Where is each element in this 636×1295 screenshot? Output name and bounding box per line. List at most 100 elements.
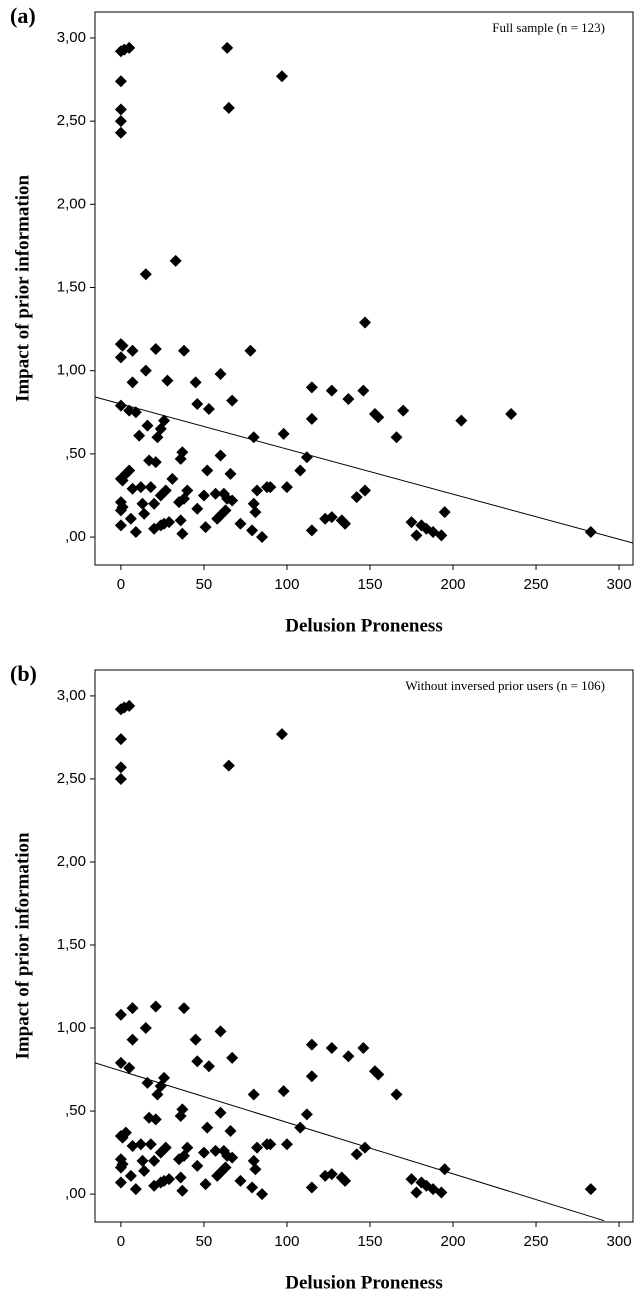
point <box>138 507 151 520</box>
x-tick-label: 100 <box>274 576 299 593</box>
point <box>244 344 257 357</box>
x-tick-label: 300 <box>607 1233 632 1250</box>
point <box>221 41 234 54</box>
point <box>247 497 260 510</box>
point <box>358 316 371 329</box>
point <box>174 514 187 527</box>
point <box>234 517 247 530</box>
point <box>154 1146 167 1159</box>
point <box>226 394 239 407</box>
point <box>438 1163 451 1176</box>
y-tick-label: 2,00 <box>57 853 86 870</box>
x-tick-label: 250 <box>524 1233 549 1250</box>
y-axis-label: Impact of prior information <box>12 832 33 1060</box>
point <box>189 1033 202 1046</box>
panel: (a) Full sample (n = 123) 0 50 100 150 200 250 3… <box>10 3 634 636</box>
point <box>191 502 204 515</box>
point <box>124 512 137 525</box>
point <box>199 521 212 534</box>
point <box>178 1149 191 1162</box>
point <box>339 517 352 530</box>
point <box>277 427 290 440</box>
point <box>251 1141 264 1154</box>
point <box>114 761 127 774</box>
point <box>201 464 214 477</box>
point <box>202 1060 215 1073</box>
y-tick-label: ,50 <box>65 445 86 462</box>
point <box>357 384 370 397</box>
point <box>139 1022 152 1035</box>
point <box>114 1176 127 1189</box>
point <box>294 464 307 477</box>
point <box>149 1113 162 1126</box>
point <box>123 699 136 712</box>
y-tick-label: 2,50 <box>57 112 86 129</box>
point <box>114 399 127 412</box>
point <box>342 1050 355 1063</box>
plot-frame <box>94 11 634 566</box>
point <box>325 1168 338 1181</box>
point <box>214 1106 227 1119</box>
point <box>264 481 277 494</box>
point <box>372 411 385 424</box>
point <box>201 1121 214 1134</box>
point <box>214 368 227 381</box>
point <box>148 497 161 510</box>
point <box>249 506 262 519</box>
point <box>116 1131 129 1144</box>
trend-line <box>95 396 633 544</box>
point <box>211 1169 224 1182</box>
point <box>350 1148 363 1161</box>
x-tick-label: 300 <box>607 576 632 593</box>
point <box>325 1041 338 1054</box>
point <box>114 504 127 517</box>
point <box>114 772 127 785</box>
point <box>219 504 232 517</box>
plot-area <box>95 41 633 544</box>
y-axis-label: Impact of prior information <box>12 175 33 403</box>
point <box>405 1173 418 1186</box>
point <box>123 1061 136 1074</box>
point <box>339 1174 352 1187</box>
point <box>249 1163 262 1176</box>
point <box>178 1002 191 1015</box>
point <box>505 407 518 420</box>
point <box>209 487 222 500</box>
point <box>149 343 162 356</box>
point <box>129 406 142 419</box>
point <box>256 1188 269 1201</box>
annotation: Without inversed prior users (n = 106) <box>405 678 605 693</box>
point <box>226 494 239 507</box>
point <box>247 1088 260 1101</box>
point <box>294 1121 307 1134</box>
x-tick-label: 0 <box>117 576 125 593</box>
point <box>277 1085 290 1098</box>
point <box>305 524 318 537</box>
point <box>189 376 202 389</box>
point <box>325 384 338 397</box>
point <box>410 529 423 542</box>
point <box>191 1055 204 1068</box>
point <box>455 414 468 427</box>
point <box>211 512 224 525</box>
point <box>134 1138 147 1151</box>
point <box>144 1138 157 1151</box>
point <box>300 1108 313 1121</box>
point <box>144 481 157 494</box>
panel: (b) Without inversed prior users (n = 106… <box>10 661 634 1293</box>
y-tick-label: 3,00 <box>57 29 86 46</box>
point <box>584 1183 597 1196</box>
point <box>116 339 129 352</box>
point <box>114 1161 127 1174</box>
x-axis-label: Delusion Proneness <box>285 615 442 636</box>
point <box>126 1139 139 1152</box>
point <box>214 1025 227 1038</box>
x-tick-label: 200 <box>440 576 465 593</box>
point <box>174 1110 187 1123</box>
point <box>305 1181 318 1194</box>
point <box>435 529 448 542</box>
point <box>350 491 363 504</box>
point <box>123 41 136 54</box>
point <box>134 481 147 494</box>
x-tick-label: 100 <box>274 1233 299 1250</box>
